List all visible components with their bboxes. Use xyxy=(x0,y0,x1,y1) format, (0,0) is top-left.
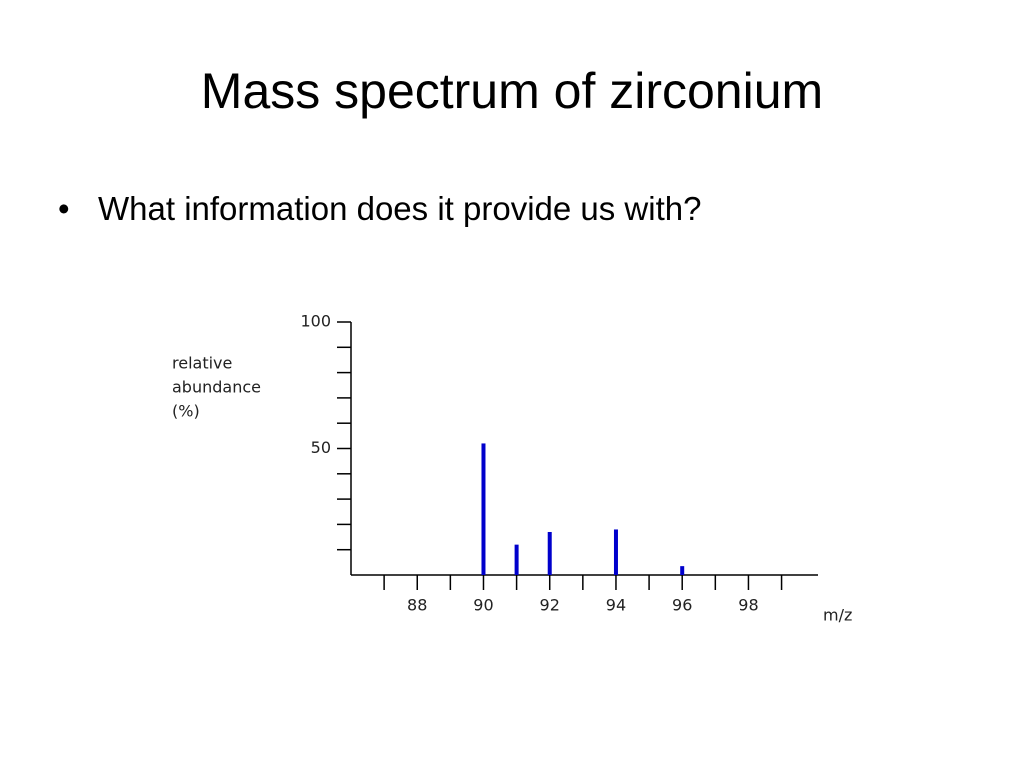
bar xyxy=(680,566,685,575)
x-tick-label: 96 xyxy=(672,596,692,615)
x-tick-label: 98 xyxy=(738,596,758,615)
x-axis-label: m/z xyxy=(823,606,852,625)
x-tick-label: 90 xyxy=(473,596,493,615)
bar xyxy=(547,531,552,575)
bar xyxy=(514,544,519,575)
x-tick-label: 92 xyxy=(540,596,560,615)
y-axis-label: (%) xyxy=(172,402,200,421)
y-tick-label: 50 xyxy=(311,438,331,457)
bar xyxy=(613,529,618,575)
x-tick-label: 88 xyxy=(407,596,427,615)
x-tick-label: 94 xyxy=(606,596,626,615)
bullet: • What information does it provide us wit… xyxy=(58,190,701,228)
bullet-text: What information does it provide us with… xyxy=(98,190,702,227)
y-axis-label: relative xyxy=(172,354,232,373)
y-axis-label: abundance xyxy=(172,378,261,397)
bar xyxy=(481,443,486,575)
y-tick-label: 100 xyxy=(300,312,331,331)
slide-title: Mass spectrum of zirconium xyxy=(200,63,824,119)
bullet-dot: • xyxy=(58,190,70,227)
